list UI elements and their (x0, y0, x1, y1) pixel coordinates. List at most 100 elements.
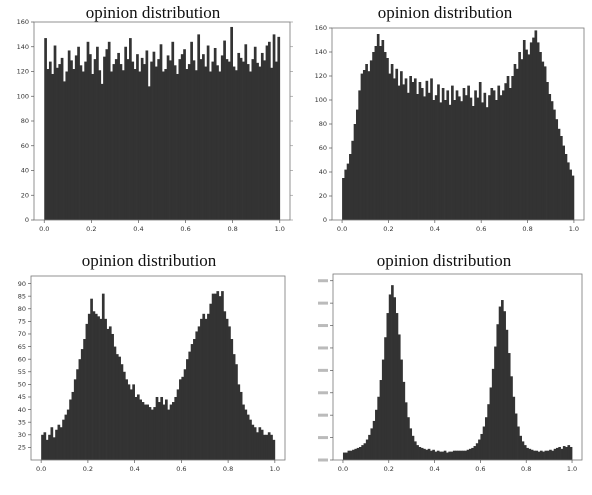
histogram-bar (558, 446, 561, 460)
histogram-bar (416, 445, 419, 460)
x-tick-label: 0.8 (223, 465, 233, 473)
histogram-bar (534, 30, 538, 221)
histogram-bar (492, 90, 496, 221)
histogram-bar (225, 59, 229, 220)
histogram-bar (50, 427, 54, 460)
histogram-bar (499, 95, 503, 220)
histogram-bar (430, 450, 433, 460)
histogram-bar (146, 404, 150, 460)
histogram-bar (546, 450, 550, 460)
histogram-bar (365, 439, 369, 460)
histogram-bar (169, 60, 172, 220)
histogram-bar (48, 61, 52, 220)
histogram-bar (434, 95, 438, 220)
histogram-bar (527, 54, 531, 221)
y-tick-label: 80 (21, 117, 29, 125)
histogram-bar (358, 90, 361, 221)
histogram-bar (523, 445, 527, 460)
histogram-bar (555, 119, 559, 220)
histogram-bar (566, 162, 570, 220)
histogram-bar (519, 435, 522, 460)
x-tick-label: 0.4 (129, 465, 139, 473)
histogram-bar (510, 376, 513, 460)
histogram-bar (441, 88, 445, 220)
y-tick-label: 0 (323, 216, 327, 224)
histogram-bar (391, 285, 394, 460)
histogram-bar (66, 409, 70, 460)
histogram-bar (404, 402, 408, 460)
histogram-bar (484, 417, 488, 460)
histogram-bar (482, 426, 486, 460)
plot-frame (30, 275, 286, 461)
histogram-bar (478, 439, 481, 460)
histogram-bar (375, 409, 378, 460)
histogram-bar (256, 62, 259, 221)
y-tick-label: 0 (25, 216, 29, 224)
histogram-bar (427, 92, 431, 220)
histogram-bar (56, 67, 59, 220)
histogram-bar (374, 46, 378, 220)
histogram-bar (211, 61, 215, 220)
histogram-bar (372, 420, 376, 460)
y-tick-label: 160 (17, 18, 29, 26)
histogram-bar (390, 64, 394, 220)
histogram-bar (162, 404, 166, 460)
chart-title-2: opinion distribution (377, 3, 513, 22)
histogram-bar (235, 70, 238, 220)
histogram-bar (192, 60, 196, 220)
histogram-bar (379, 380, 383, 460)
histogram-bar (560, 448, 564, 460)
histogram-bar (420, 88, 424, 220)
histogram-bar (458, 96, 461, 220)
histogram-bar (167, 409, 171, 460)
histogram-bar (249, 71, 252, 220)
histogram-bar (381, 359, 385, 460)
histogram-bar (213, 47, 217, 220)
y-tick-label: 45 (18, 393, 26, 401)
histogram-bar (92, 311, 96, 460)
histogram-bar (451, 85, 454, 220)
chart-panel-3: opinion distribution 0.0 0.2 0.4 0.6 0.8 1.0 2… (4, 244, 294, 492)
histogram-bar (143, 64, 146, 220)
histogram-bar (459, 450, 463, 460)
histogram-bar (502, 90, 505, 221)
histogram-bar (553, 109, 556, 220)
histogram-bar (57, 424, 61, 460)
histogram-bar (258, 66, 262, 220)
x-tick-label: 0.6 (180, 225, 190, 233)
histogram-bar (525, 49, 528, 220)
histogram-bar (393, 297, 396, 460)
histogram-bar (140, 57, 144, 221)
histogram-bar (148, 407, 152, 460)
y-tick-label: 80 (18, 305, 26, 313)
histogram-bar (113, 346, 117, 460)
histogram-bar (372, 52, 375, 220)
histogram-bar (413, 78, 417, 221)
histogram-bar (244, 44, 248, 221)
x-tick-label: 0.0 (338, 465, 348, 473)
histogram-bar (473, 446, 477, 460)
histogram-bar (267, 432, 271, 460)
histogram-bar (246, 64, 250, 220)
histogram-bar (404, 78, 408, 221)
histogram-bar (536, 42, 540, 221)
histogram-bar (239, 391, 243, 460)
y-tick-label: 20 (319, 192, 327, 200)
histogram-bar (511, 76, 514, 220)
histogram-bar (157, 59, 160, 220)
histogram-bar (260, 52, 264, 220)
histogram-bar (395, 68, 399, 220)
histogram-bar (246, 414, 250, 460)
x-tick-label: 0.6 (176, 465, 186, 473)
histogram-bar (131, 61, 135, 220)
histogram-bar (386, 58, 389, 220)
histogram-bar (253, 46, 257, 220)
x-tick-label: 0.4 (430, 225, 440, 233)
histogram-bar (397, 85, 401, 220)
histogram-bar (88, 54, 92, 220)
histogram-bar (363, 443, 367, 460)
histogram-bar (193, 339, 196, 460)
histogram-bar (452, 450, 456, 460)
histogram-bar (179, 379, 182, 460)
histogram-bar (122, 371, 126, 460)
